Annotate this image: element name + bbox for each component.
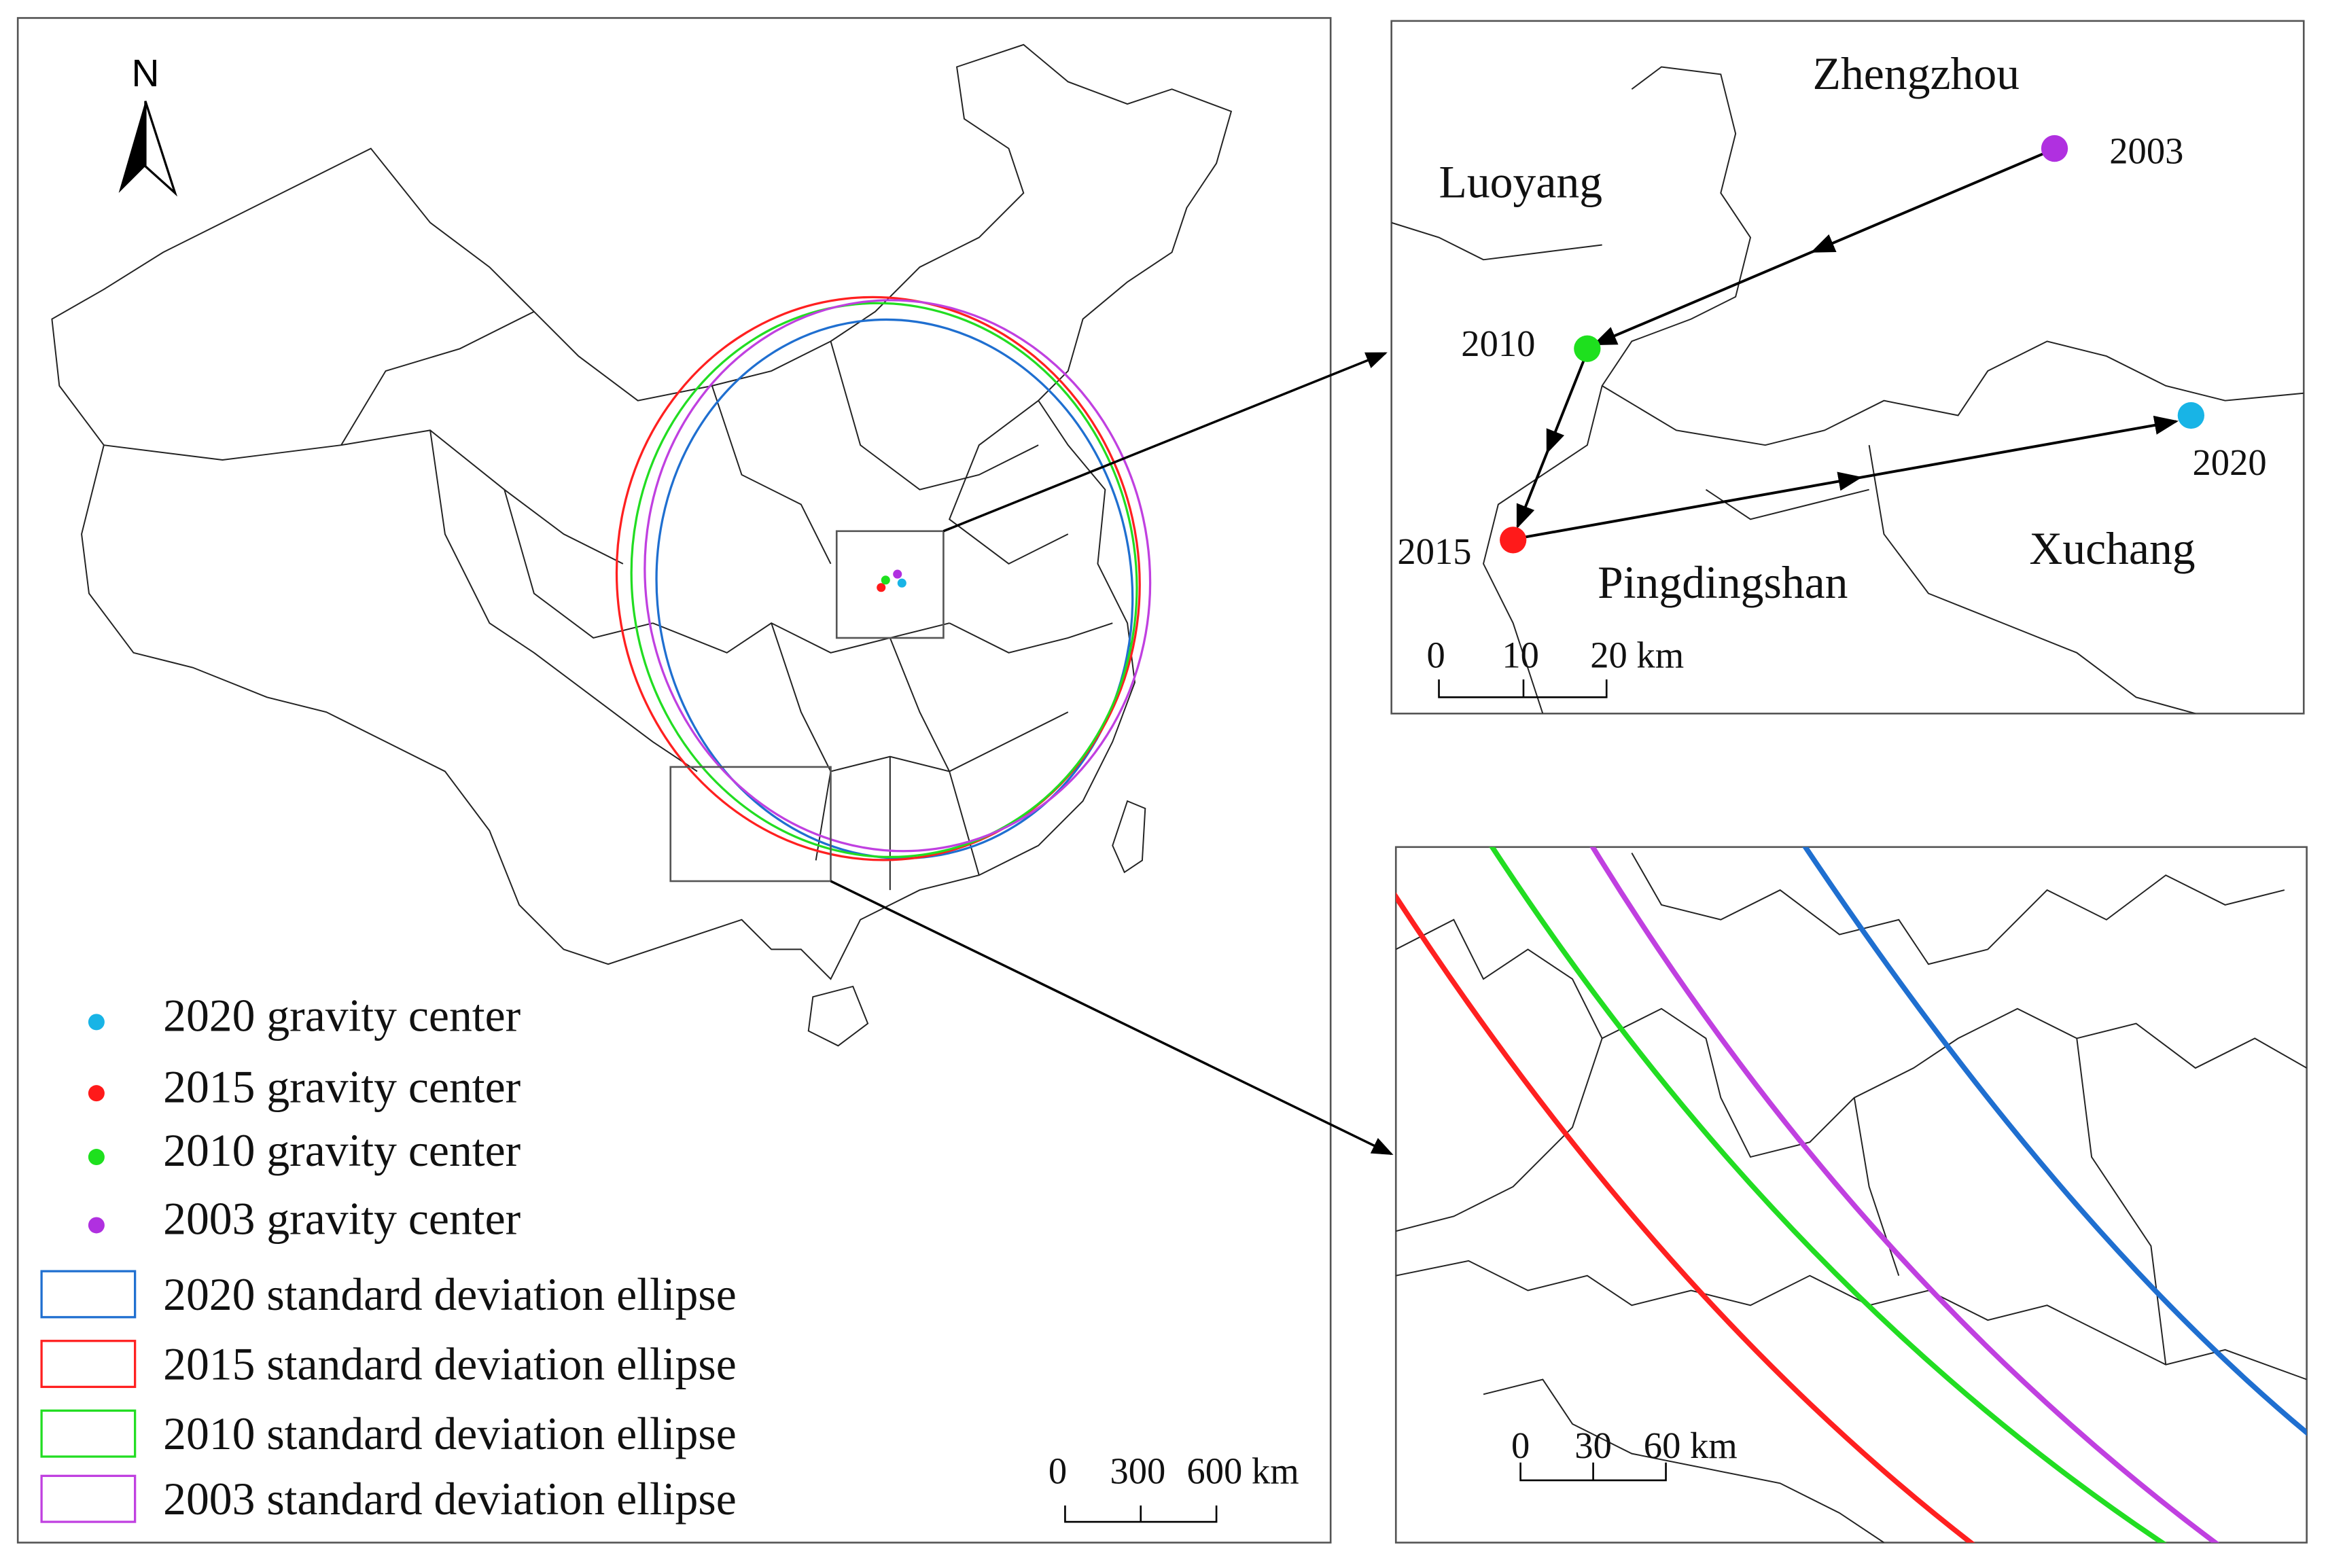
inset-bottom bbox=[1394, 846, 2308, 1544]
deviation-ellipse bbox=[655, 318, 1134, 860]
legend-swatch bbox=[40, 1474, 137, 1523]
legend-dot bbox=[88, 1149, 105, 1166]
zoom-box bbox=[669, 766, 832, 883]
legend-label: 2015 gravity center bbox=[163, 1061, 521, 1112]
scale-label: 60 km bbox=[1644, 1425, 1738, 1466]
scale-label: 0 bbox=[1427, 635, 1445, 676]
deviation-ellipse bbox=[615, 296, 1141, 861]
gravity-center bbox=[1574, 335, 1601, 362]
zoom-arrow bbox=[942, 352, 1388, 533]
legend-label: 2003 gravity center bbox=[163, 1194, 521, 1245]
ellipse-arc bbox=[1589, 847, 2220, 1543]
ellipse-arc bbox=[1396, 892, 1975, 1543]
legend-label: 2015 standard deviation ellipse bbox=[163, 1338, 737, 1389]
gravity-center bbox=[1500, 527, 1527, 554]
main-panel bbox=[16, 17, 1332, 1544]
legend-label: 2010 standard deviation ellipse bbox=[163, 1408, 737, 1459]
year-label: 2003 bbox=[2109, 130, 2183, 171]
legend-dot bbox=[88, 1217, 105, 1234]
legend-label: 2020 standard deviation ellipse bbox=[163, 1269, 737, 1320]
gravity-center bbox=[893, 569, 902, 579]
year-label: 2020 bbox=[2193, 442, 2267, 483]
city-label: Xuchang bbox=[2029, 523, 2195, 574]
legend-label: 2020 gravity center bbox=[163, 990, 521, 1041]
scale-bar bbox=[1064, 1505, 1218, 1523]
scale-label: 0 bbox=[1511, 1425, 1530, 1466]
legend-dot bbox=[88, 1085, 105, 1102]
scale-label: 10 bbox=[1502, 635, 1539, 676]
scale-bar bbox=[1438, 679, 1608, 698]
gravity-center bbox=[877, 583, 886, 592]
city-label: Zhengzhou bbox=[1813, 48, 2020, 99]
legend-label: 2003 standard deviation ellipse bbox=[163, 1474, 737, 1525]
legend-dot bbox=[88, 1014, 105, 1031]
province-lines bbox=[103, 310, 1113, 891]
zoom-arrow bbox=[830, 880, 1394, 1156]
legend-swatch bbox=[40, 1340, 137, 1389]
scale-label: 20 km bbox=[1590, 635, 1684, 676]
gravity-center bbox=[2041, 135, 2068, 162]
ellipse-arc bbox=[1489, 847, 2167, 1543]
ellipse-arc bbox=[1802, 847, 2307, 1436]
trajectory-arrow bbox=[1524, 415, 2179, 539]
gravity-center bbox=[897, 578, 906, 588]
legend-swatch bbox=[40, 1409, 137, 1458]
legend-label: 2010 gravity center bbox=[163, 1125, 521, 1176]
legend-swatch bbox=[40, 1270, 137, 1319]
inset-top bbox=[1390, 20, 2305, 715]
scale-label: 300 bbox=[1110, 1450, 1165, 1491]
city-label: Luoyang bbox=[1439, 157, 1603, 208]
north-label: N bbox=[131, 52, 159, 95]
gravity-center bbox=[881, 575, 890, 585]
year-label: 2010 bbox=[1461, 323, 1535, 364]
trajectory-arrow bbox=[1516, 358, 1586, 529]
scale-label: 30 bbox=[1574, 1425, 1612, 1466]
scale-bar bbox=[1519, 1462, 1667, 1482]
scale-label: 600 km bbox=[1186, 1450, 1299, 1491]
country-outline bbox=[51, 43, 1233, 980]
city-label: Pingdingshan bbox=[1598, 557, 1848, 608]
deviation-ellipse bbox=[644, 299, 1152, 853]
north-arrow bbox=[118, 101, 145, 194]
hainan-taiwan bbox=[807, 800, 1146, 1047]
province-boundary bbox=[1396, 853, 2307, 1543]
scale-label: 0 bbox=[1049, 1450, 1067, 1491]
zoom-box bbox=[835, 530, 945, 639]
year-label: 2015 bbox=[1397, 531, 1471, 572]
trajectory-arrow bbox=[1592, 150, 2049, 346]
north-arrow bbox=[144, 101, 178, 197]
gravity-center bbox=[2177, 402, 2204, 429]
